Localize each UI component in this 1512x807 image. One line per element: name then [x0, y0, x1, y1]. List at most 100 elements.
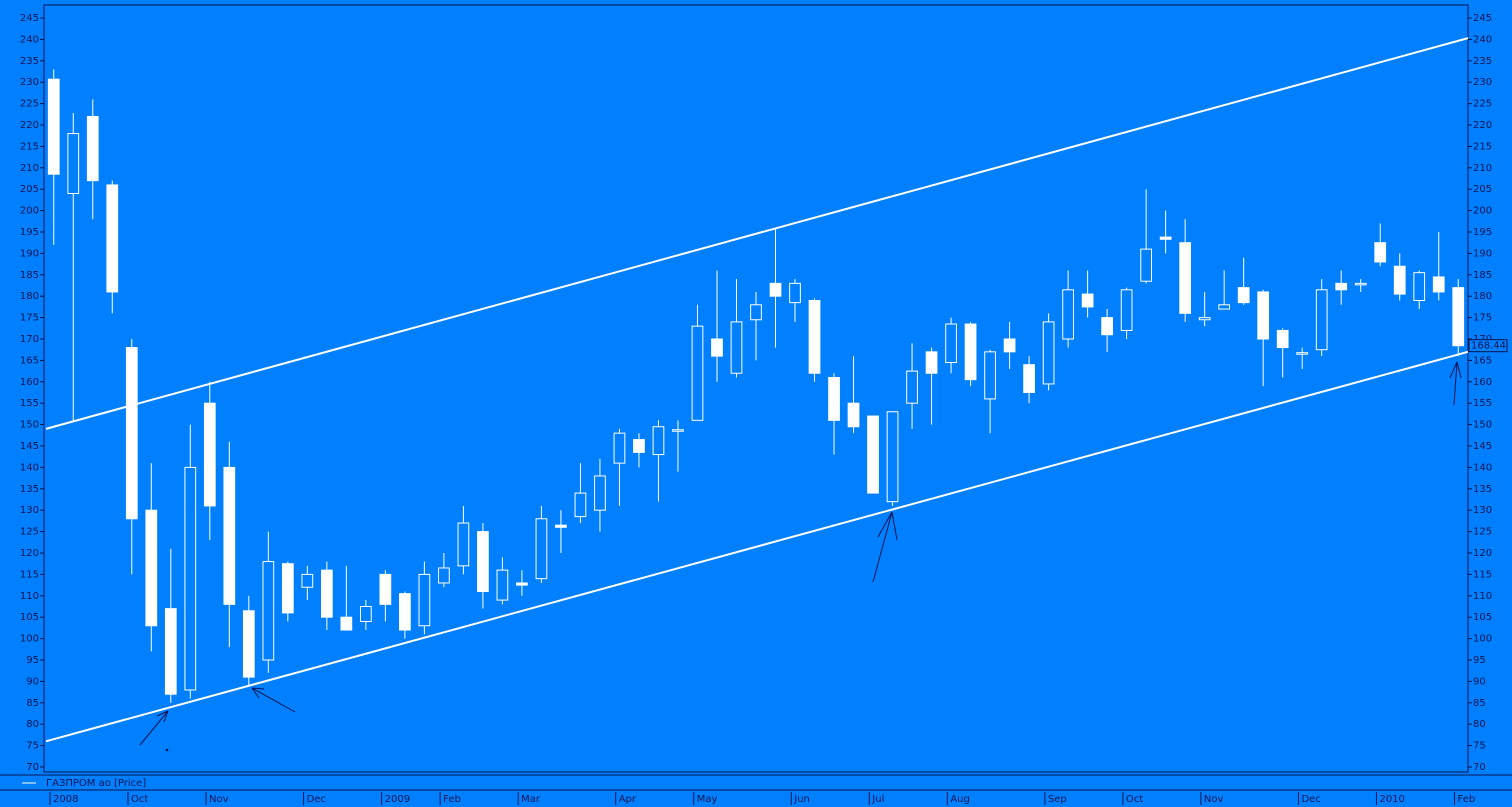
y-tick-label: 165 [20, 355, 39, 366]
y-tick-label: 135 [20, 484, 39, 495]
y-tick-label: 240 [20, 34, 39, 45]
y2-tick-label: 70 [1473, 762, 1486, 773]
candle-body [1218, 304, 1231, 310]
candle-body [359, 605, 372, 622]
candle-body [633, 439, 645, 453]
candle-body [418, 573, 431, 627]
candle-body [925, 351, 938, 374]
candle-body [808, 299, 821, 374]
candle-body [945, 323, 957, 364]
y2-tick-label: 200 [1473, 206, 1492, 217]
candle-body [67, 133, 80, 194]
y-tick-label: 245 [20, 13, 39, 24]
candle-body [1315, 289, 1328, 351]
candle-body [1393, 265, 1406, 295]
candle-body [1432, 276, 1445, 293]
x-tick-label: Nov [209, 794, 229, 805]
x-tick-label: Jun [793, 794, 810, 805]
y-tick-label: 160 [20, 377, 39, 388]
candle-body [438, 567, 450, 584]
candle-body [1159, 236, 1172, 240]
y-tick-label: 75 [26, 741, 39, 752]
y2-tick-label: 90 [1473, 676, 1486, 687]
candle-body [652, 426, 665, 456]
y-tick-label: 225 [20, 99, 39, 110]
candle-body [555, 524, 567, 528]
y-tick-label: 215 [20, 141, 39, 152]
candle-body [1101, 317, 1113, 336]
y-tick-label: 140 [20, 462, 39, 473]
x-tick-label: Apr [619, 794, 637, 805]
y-tick-label: 205 [20, 184, 39, 195]
y2-tick-label: 160 [1473, 377, 1492, 388]
x-tick-label: Nov [1204, 794, 1224, 805]
candle-body [106, 184, 119, 293]
candle-body [1062, 289, 1074, 340]
y2-tick-label: 185 [1473, 270, 1492, 281]
candle-body [730, 321, 743, 374]
candle-body [184, 466, 197, 691]
candle-body [496, 569, 509, 601]
y-tick-label: 235 [20, 56, 39, 67]
candle-body [1023, 364, 1035, 394]
y2-tick-label: 85 [1473, 698, 1486, 709]
y2-tick-label: 225 [1473, 99, 1492, 110]
candle-body [516, 582, 528, 586]
x-tick-label: 2010 [1379, 794, 1404, 805]
y-tick-label: 230 [20, 77, 39, 88]
candle-body [86, 115, 99, 182]
y2-tick-label: 180 [1473, 291, 1492, 302]
y2-tick-label: 100 [1473, 634, 1492, 645]
y-tick-label: 170 [20, 334, 39, 345]
candle-body [1237, 287, 1250, 304]
candle-body [281, 563, 294, 614]
y-tick-label: 185 [20, 270, 39, 281]
candle-body [691, 325, 704, 421]
candle-body [867, 415, 879, 494]
candle-body [847, 402, 860, 428]
candle-body [1452, 287, 1465, 347]
y-tick-label: 95 [26, 655, 39, 666]
y-tick-label: 195 [20, 227, 39, 238]
last-price-label: 168.44 [1471, 341, 1506, 352]
y2-tick-label: 95 [1473, 655, 1486, 666]
legend-label: ГАЗПРОМ ао [Price] [46, 778, 146, 789]
candle-body [340, 616, 353, 631]
candle-body [1296, 352, 1309, 355]
y-tick-label: 120 [20, 548, 39, 559]
candle-body [1413, 272, 1426, 301]
candle-body [145, 509, 158, 627]
candle-body [1198, 317, 1211, 321]
y-tick-label: 125 [20, 527, 39, 538]
last-price-box [1468, 339, 1508, 353]
candle-body [262, 561, 275, 661]
candle-body [47, 78, 60, 175]
candle-body [1179, 242, 1192, 314]
candle-body [964, 323, 977, 381]
candle-body [399, 593, 411, 631]
y2-tick-label: 235 [1473, 56, 1492, 67]
candle-body [1120, 289, 1133, 331]
candle-body [1374, 242, 1387, 263]
x-tick-label: 2008 [53, 794, 78, 805]
candle-body [379, 573, 392, 605]
y2-tick-label: 120 [1473, 548, 1492, 559]
x-tick-label: Aug [950, 794, 970, 805]
x-tick-label: May [697, 794, 718, 805]
candle-body [457, 522, 470, 567]
y2-tick-label: 215 [1473, 141, 1492, 152]
y-tick-label: 180 [20, 291, 39, 302]
candle-body [672, 429, 684, 432]
y-tick-label: 80 [26, 719, 39, 730]
y-tick-label: 150 [20, 420, 39, 431]
y2-tick-label: 210 [1473, 163, 1492, 174]
trend-line [45, 350, 1469, 743]
candle-body [477, 531, 489, 593]
trend-line [45, 37, 1469, 430]
candle-body [789, 282, 801, 304]
candle-body [1257, 291, 1270, 340]
hand-arrows [139, 361, 1462, 752]
x-tick-label: Oct [131, 794, 148, 805]
y-tick-label: 90 [26, 676, 39, 687]
